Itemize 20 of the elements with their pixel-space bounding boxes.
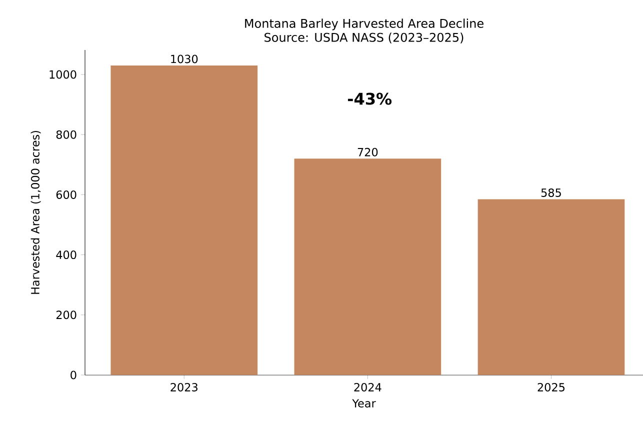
annotation: -43% — [348, 92, 392, 105]
y-tick-label: 600 — [56, 190, 76, 199]
data-label: 585 — [541, 188, 561, 197]
y-axis-title: Harvested Area (1,000 acres) — [30, 130, 41, 294]
x-tick-label: 2023 — [170, 382, 198, 392]
y-tick-label: 0 — [70, 370, 76, 380]
x-axis-title: Year — [352, 399, 376, 408]
bar — [478, 199, 625, 375]
y-tick-label: 800 — [56, 130, 76, 139]
data-label: 720 — [358, 148, 378, 156]
y-tick-label: 200 — [56, 310, 76, 320]
y-tick-label: 1000 — [50, 70, 76, 79]
y-tick-label: 400 — [56, 250, 76, 260]
data-label: 1030 — [171, 54, 198, 64]
x-tick-label: 2024 — [354, 382, 382, 392]
x-tick-label: 2025 — [538, 382, 564, 392]
bar — [294, 158, 442, 375]
chart-title: Montana Barley Harvested Area Decline — [245, 18, 484, 30]
bar — [110, 65, 258, 375]
chart-subtitle: Source: USDA NASS (2023–2025) — [264, 32, 464, 44]
